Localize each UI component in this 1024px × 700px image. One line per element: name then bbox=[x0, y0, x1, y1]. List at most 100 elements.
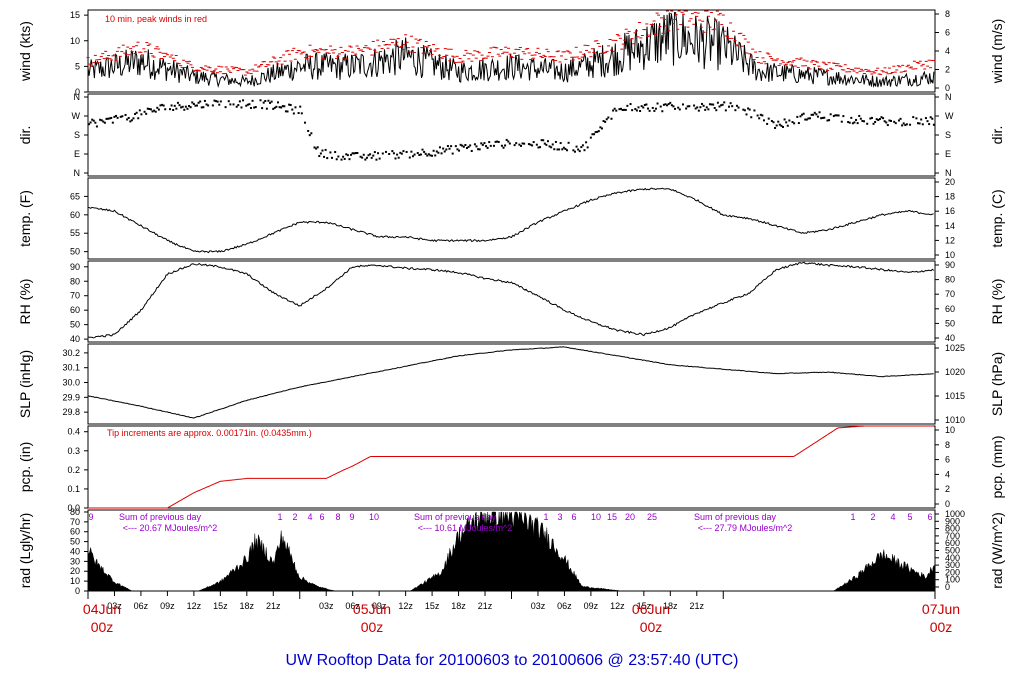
precipitation-ytick-label-right: 8 bbox=[945, 440, 950, 450]
direction-point bbox=[437, 151, 440, 154]
direction-point bbox=[866, 122, 869, 125]
direction-point bbox=[661, 110, 664, 113]
precipitation-ytick-label: 0.1 bbox=[67, 484, 80, 494]
direction-point bbox=[820, 117, 823, 120]
sea-level-pressure-ytick-label: 30.0 bbox=[62, 378, 80, 388]
hour-marker: 6 bbox=[571, 512, 576, 522]
direction-point bbox=[450, 145, 453, 148]
direction-point bbox=[847, 121, 850, 124]
direction-point bbox=[518, 143, 521, 146]
relative-humidity-ytick-label-right: 50 bbox=[945, 318, 955, 328]
sea-level-pressure-ytick-label: 30.1 bbox=[62, 363, 80, 373]
relative-humidity-ytick-label: 50 bbox=[70, 320, 80, 330]
solar-radiation-ylabel-right: rad (W/m^2) bbox=[989, 512, 1005, 589]
direction-point bbox=[573, 150, 576, 153]
direction-point bbox=[748, 108, 751, 111]
direction-point bbox=[342, 155, 345, 158]
x-tick-label: 18z bbox=[451, 601, 466, 611]
precipitation-ylabel-right: pcp. (mm) bbox=[989, 436, 1005, 499]
direction-point bbox=[394, 157, 397, 160]
direction-point bbox=[308, 134, 311, 137]
direction-point bbox=[932, 123, 935, 126]
direction-point bbox=[928, 123, 931, 126]
direction-point bbox=[153, 109, 156, 112]
direction-point bbox=[323, 155, 326, 158]
direction-point bbox=[631, 109, 634, 112]
direction-point bbox=[184, 105, 187, 108]
direction-point bbox=[494, 140, 497, 143]
direction-point bbox=[562, 146, 565, 149]
direction-point bbox=[240, 106, 243, 109]
direction-point bbox=[639, 110, 642, 113]
direction-point bbox=[419, 153, 422, 156]
x-tick-label: 12z bbox=[398, 601, 413, 611]
x-tick-label: 15z bbox=[637, 601, 652, 611]
relative-humidity-ytick-label-right: 90 bbox=[945, 260, 955, 270]
direction-point bbox=[507, 140, 510, 143]
direction-point bbox=[151, 110, 154, 113]
direction-point bbox=[688, 105, 691, 108]
hour-marker: 2 bbox=[870, 512, 875, 522]
direction-point bbox=[462, 145, 465, 148]
direction-point bbox=[134, 113, 137, 116]
direction-point bbox=[456, 148, 459, 151]
direction-point bbox=[253, 106, 256, 109]
direction-point bbox=[834, 114, 837, 117]
direction-point bbox=[103, 121, 106, 124]
direction-point bbox=[924, 117, 927, 120]
direction-point bbox=[238, 100, 241, 103]
direction-point bbox=[508, 142, 511, 145]
direction-point bbox=[100, 119, 103, 122]
precipitation-ytick-label: 0.2 bbox=[67, 465, 80, 475]
direction-point bbox=[761, 114, 764, 117]
solar-radiation-ytick-label: 60 bbox=[70, 527, 80, 537]
direction-point bbox=[183, 108, 186, 111]
hour-marker: 9 bbox=[349, 512, 354, 522]
direction-point bbox=[299, 105, 302, 108]
direction-point bbox=[421, 148, 424, 151]
precipitation-ytick-label: 0.0 bbox=[67, 503, 80, 513]
temperature-ylabel: temp. (F) bbox=[17, 190, 33, 247]
direction-point bbox=[215, 100, 218, 103]
date-label: 06Jun bbox=[632, 601, 670, 617]
direction-point bbox=[829, 113, 832, 116]
direction-point bbox=[245, 104, 248, 107]
solar-radiation-ytick-label-right: 500 bbox=[945, 546, 960, 556]
tip-increment-note: Tip increments are approx. 0.00171in. (0… bbox=[107, 428, 312, 438]
direction-point bbox=[712, 103, 715, 106]
direction-point bbox=[410, 150, 413, 153]
direction-point bbox=[753, 109, 756, 112]
direction-point bbox=[805, 118, 808, 121]
direction-point bbox=[307, 129, 310, 132]
solar-radiation-ytick-label: 10 bbox=[70, 576, 80, 586]
direction-point bbox=[292, 112, 295, 115]
direction-point bbox=[758, 117, 761, 120]
direction-point bbox=[901, 124, 904, 127]
direction-point bbox=[270, 100, 273, 103]
direction-point bbox=[850, 116, 853, 119]
direction-point bbox=[566, 149, 569, 152]
direction-point bbox=[591, 133, 594, 136]
direction-point bbox=[119, 115, 122, 118]
direction-point bbox=[445, 148, 448, 151]
direction-point bbox=[556, 148, 559, 151]
direction-point bbox=[656, 102, 659, 105]
wind-ylabel-right: wind (m/s) bbox=[989, 19, 1005, 85]
direction-point bbox=[88, 123, 90, 126]
solar-radiation-ytick-label-right: 800 bbox=[945, 524, 960, 534]
direction-point bbox=[550, 146, 553, 149]
direction-point bbox=[303, 121, 306, 124]
direction-point bbox=[114, 114, 117, 117]
direction-point bbox=[883, 120, 886, 123]
direction-point bbox=[716, 101, 719, 104]
relative-humidity-ytick-label: 80 bbox=[70, 276, 80, 286]
direction-point bbox=[188, 104, 191, 107]
direction-point bbox=[721, 103, 724, 106]
direction-point bbox=[356, 151, 359, 154]
direction-point bbox=[553, 148, 556, 151]
relative-humidity-ytick-label: 40 bbox=[70, 334, 80, 344]
direction-point bbox=[173, 104, 176, 107]
direction-point bbox=[832, 115, 835, 118]
direction-point bbox=[145, 112, 148, 115]
